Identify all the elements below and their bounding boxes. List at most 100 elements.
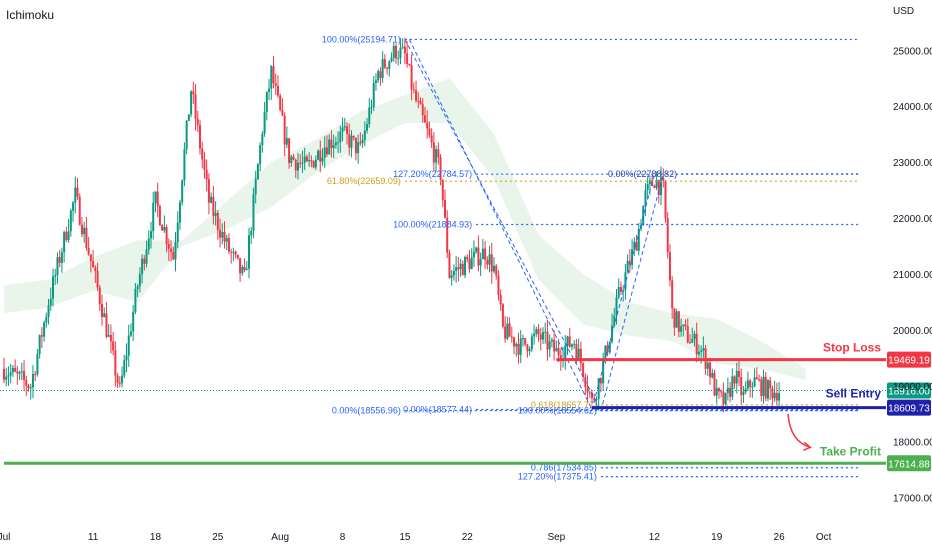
candle-body — [297, 162, 299, 171]
candle-body — [470, 257, 473, 270]
candle-body — [268, 88, 271, 93]
candle-body — [339, 131, 342, 143]
candle-body — [325, 147, 328, 155]
candle-body — [3, 369, 5, 380]
y-tick-label: 17000.00 — [893, 494, 932, 505]
level-badge — [887, 455, 931, 472]
candle-body — [274, 83, 277, 86]
candle-body — [256, 164, 259, 180]
candle-body — [38, 335, 41, 355]
candle-body — [441, 179, 444, 200]
candle-body — [341, 127, 344, 132]
candle-body — [533, 333, 536, 337]
candle-body — [564, 345, 567, 359]
candle-body — [105, 313, 108, 337]
candle-body — [279, 95, 282, 110]
candle-body — [724, 392, 727, 405]
candle-body — [254, 179, 257, 195]
candle-body — [265, 92, 268, 112]
candle-body — [673, 308, 676, 328]
candle-body — [174, 241, 177, 260]
candle-body — [570, 344, 573, 347]
candle-body — [446, 217, 449, 253]
candle-body — [250, 230, 253, 236]
candle-body — [40, 335, 43, 337]
y-tick-label: 21000.00 — [893, 270, 932, 281]
candle-body — [221, 231, 224, 238]
candle-body — [261, 133, 264, 146]
candle-body — [219, 229, 222, 238]
candle-body — [749, 380, 752, 388]
x-tick-label: 11 — [88, 532, 99, 543]
candle-body — [14, 367, 17, 372]
candle-body — [544, 331, 547, 333]
x-tick-label: 12 — [649, 532, 661, 543]
time-axis — [0, 520, 886, 550]
candle-body — [25, 379, 28, 386]
fib-label: 0.00%(18556.96) — [332, 406, 401, 416]
candle-body — [161, 225, 164, 231]
candle-body — [655, 180, 658, 188]
candle-body — [490, 254, 493, 272]
candle-body — [196, 118, 199, 126]
candle-body — [245, 268, 248, 271]
x-tick-label: Aug — [271, 532, 289, 543]
candle-body — [628, 260, 631, 265]
x-tick-label: 8 — [340, 532, 346, 543]
candle-body — [464, 256, 467, 276]
fib-label: 0.786(17534.85) — [531, 463, 597, 473]
candle-body — [729, 387, 732, 397]
candle-body — [114, 350, 117, 376]
candle-body — [682, 324, 685, 327]
level-price-label: 17614.88 — [888, 459, 930, 470]
candle-body — [276, 85, 279, 96]
candle-body — [506, 323, 509, 339]
candle-body — [103, 313, 106, 318]
candle-body — [170, 248, 173, 252]
candle-body — [537, 329, 540, 335]
y-tick-label: 25000.00 — [893, 46, 932, 57]
candle-body — [31, 374, 34, 388]
level-price-label: 18609.73 — [888, 404, 930, 415]
candle-body — [499, 294, 502, 305]
candle-body — [60, 252, 63, 263]
candle-body — [666, 218, 669, 253]
candle-body — [123, 360, 126, 376]
stop-loss-annotation: Stop Loss — [823, 341, 881, 355]
candle-body — [742, 392, 745, 395]
candle-body — [577, 348, 580, 359]
candle-body — [550, 339, 553, 342]
candle-body — [283, 115, 286, 145]
sell-entry-annotation: Sell Entry — [826, 387, 882, 401]
candle-body — [52, 276, 54, 299]
candle-body — [452, 271, 455, 276]
candle-body — [530, 336, 533, 350]
fib-label: 61.80%(22659.09) — [327, 176, 401, 186]
candle-body — [680, 326, 683, 332]
candle-body — [419, 101, 422, 105]
candle-body — [479, 259, 482, 266]
candle-body — [301, 162, 304, 164]
candle-body — [368, 107, 371, 125]
candle-body — [758, 379, 761, 381]
candle-body — [695, 333, 698, 355]
fib-label: 127.20%(17375.41) — [518, 472, 597, 482]
candle-body — [722, 391, 725, 405]
candle-body — [379, 71, 382, 79]
candle-body — [448, 252, 451, 278]
candle-body — [637, 228, 640, 251]
candle-body — [691, 339, 694, 343]
candle-body — [635, 241, 638, 251]
candle-body — [477, 247, 480, 266]
candle-body — [720, 391, 723, 393]
candle-body — [617, 287, 620, 298]
candle-body — [432, 142, 435, 163]
candle-body — [579, 348, 582, 364]
candle-body — [98, 287, 101, 305]
candle-body — [606, 345, 609, 353]
candle-body — [753, 377, 756, 387]
candle-body — [488, 254, 491, 265]
candle-body — [225, 238, 228, 242]
candle-body — [406, 53, 409, 65]
